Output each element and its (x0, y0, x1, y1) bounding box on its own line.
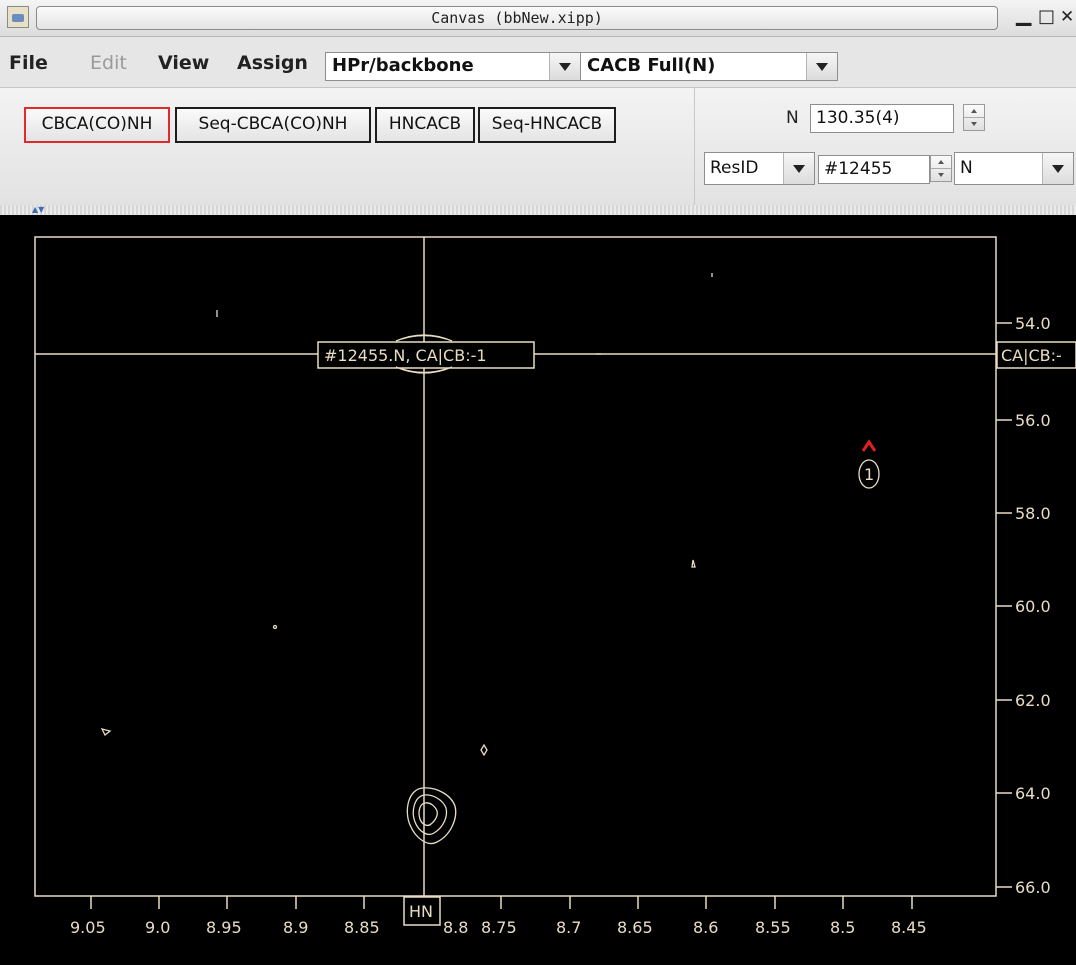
maximize-icon[interactable]: □ (1038, 6, 1056, 27)
chevron-down-icon (1042, 153, 1073, 184)
toolbar-divider (694, 88, 695, 206)
spectrum-button-seq-cbcaconh[interactable]: Seq-CBCA(CO)NH (175, 107, 371, 143)
x-tick-label: 8.9 (283, 918, 308, 937)
y-tick-label: 66.0 (1015, 878, 1051, 897)
y-tick-label: 54.0 (1015, 314, 1051, 333)
contour-peak[interactable] (407, 370, 441, 374)
x-axis-ticks (90, 896, 913, 909)
crosshair-label-box (317, 341, 535, 369)
x-tick-label: 9.0 (145, 918, 170, 937)
mode-select[interactable]: CACB Full(N) (580, 52, 838, 81)
contour-peak[interactable] (272, 624, 278, 630)
chevron-down-icon (783, 153, 814, 184)
peak-1-contour[interactable] (858, 459, 880, 489)
resid-select-value: ResID (710, 158, 759, 178)
split-pane-divider[interactable] (0, 205, 1076, 215)
atom-select-value: N (960, 158, 973, 178)
plot-frame (34, 236, 997, 897)
resid-select[interactable]: ResID (704, 152, 815, 185)
x-axis-label-box (403, 896, 441, 926)
x-tick-label: 8.8 (443, 918, 468, 937)
x-axis-label: HN (409, 902, 433, 921)
x-tick-label: 8.65 (617, 918, 653, 937)
expand-collapse-icon[interactable]: ▲▼ (32, 205, 45, 214)
contour-peak[interactable] (407, 334, 441, 338)
contour-peaks[interactable] (100, 273, 880, 845)
y-tick-label: 56.0 (1015, 411, 1051, 430)
x-tick-label: 8.45 (891, 918, 927, 937)
crosshair-label: #12455.N, CA|CB:-1 (324, 346, 487, 365)
x-tick-label: 8.75 (481, 918, 517, 937)
spectrum-canvas[interactable] (0, 215, 1076, 965)
spectrum-plot[interactable]: #12455.N, CA|CB:-1 CA|CB:- 1 (0, 215, 1076, 965)
menu-view[interactable]: View (158, 52, 210, 74)
right-axis-label-box (996, 341, 1076, 369)
n-shift-stepper[interactable] (963, 104, 985, 131)
menu-assign[interactable]: Assign (237, 52, 308, 74)
project-select-value: HPr/backbone (332, 55, 474, 76)
contour-peak[interactable] (691, 559, 696, 568)
contour-peak[interactable] (406, 787, 457, 845)
right-axis-label: CA|CB:- (1001, 346, 1062, 365)
contour-peak[interactable] (412, 794, 448, 836)
y-tick-label: 62.0 (1015, 691, 1051, 710)
close-icon[interactable]: ✕ (1060, 7, 1075, 27)
x-tick-label: 8.5 (830, 918, 855, 937)
menu-edit[interactable]: Edit (90, 52, 127, 74)
menu-bar: File Edit View Assign HPr/backbone CACB … (0, 37, 1076, 86)
resid-stepper[interactable] (930, 155, 952, 182)
atom-select[interactable]: N (954, 152, 1074, 185)
spectrum-button-cbcaconh[interactable]: CBCA(CO)NH (24, 107, 170, 143)
y-axis-ticks (996, 322, 1012, 888)
app-icon[interactable] (7, 6, 29, 28)
x-tick-label: 8.95 (206, 918, 242, 937)
window-title: Canvas (bbNew.xipp) (36, 6, 998, 30)
x-tick-label: 8.85 (344, 918, 380, 937)
chevron-down-icon (549, 53, 580, 80)
project-select[interactable]: HPr/backbone (325, 52, 581, 81)
y-tick-label: 60.0 (1015, 597, 1051, 616)
spectrum-button-hncacb[interactable]: HNCACB (375, 107, 475, 143)
menu-file[interactable]: File (9, 52, 48, 74)
peak-marker-icon[interactable] (861, 439, 877, 452)
chevron-down-icon (806, 53, 837, 80)
n-shift-input[interactable]: 130.35(4) (810, 104, 954, 133)
x-tick-label: 8.55 (755, 918, 791, 937)
title-bar: Canvas (bbNew.xipp) ▁ □ ✕ (0, 0, 1076, 37)
x-tick-label: 9.05 (70, 918, 106, 937)
resid-input[interactable]: #12455 (818, 155, 930, 184)
spectrum-button-seq-hncacb[interactable]: Seq-HNCACB (478, 107, 616, 143)
peak-1-label: 1 (864, 465, 874, 484)
y-tick-label: 64.0 (1015, 784, 1051, 803)
x-tick-label: 8.7 (556, 918, 581, 937)
contour-peak[interactable] (418, 802, 438, 826)
contour-peak[interactable] (480, 743, 488, 757)
y-tick-label: 58.0 (1015, 504, 1051, 523)
n-label: N (786, 108, 799, 128)
x-tick-label: 8.6 (693, 918, 718, 937)
minimize-icon[interactable]: ▁ (1016, 2, 1032, 26)
mode-select-value: CACB Full(N) (587, 55, 716, 76)
contour-peak[interactable] (100, 728, 112, 737)
